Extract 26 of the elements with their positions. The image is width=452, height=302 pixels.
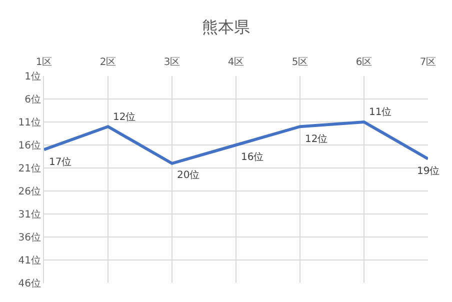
x-tick-label: 2区	[100, 57, 116, 68]
x-tick-label: 3区	[164, 57, 180, 68]
data-label: 16位	[241, 151, 264, 163]
y-tick-label: 36位	[18, 232, 41, 244]
y-tick-label: 21位	[18, 162, 41, 174]
data-label: 12位	[113, 111, 136, 123]
line-series	[44, 120, 428, 165]
y-tick-label: 26位	[18, 186, 41, 198]
data-label: 17位	[49, 156, 72, 168]
y-tick-label: 31位	[18, 208, 41, 220]
x-tick-label: 5区	[292, 57, 308, 68]
x-tick-label: 4区	[228, 57, 244, 68]
x-tick-label: 6区	[356, 57, 372, 68]
x-tick-label: 7区	[420, 57, 436, 68]
data-label: 12位	[305, 133, 328, 145]
chart-title: 熊本県	[202, 17, 250, 36]
y-tick-label: 46位	[18, 278, 41, 290]
x-tick-label: 1区	[36, 57, 52, 68]
y-tick-label: 16位	[18, 140, 41, 152]
data-label: 19位	[417, 165, 440, 177]
data-label: 11位	[369, 106, 392, 118]
y-tick-label: 11位	[18, 116, 41, 128]
y-tick-label: 6位	[24, 94, 41, 106]
y-tick-label: 1位	[24, 70, 41, 82]
data-label: 20位	[177, 169, 200, 181]
y-tick-label: 41位	[18, 254, 41, 266]
